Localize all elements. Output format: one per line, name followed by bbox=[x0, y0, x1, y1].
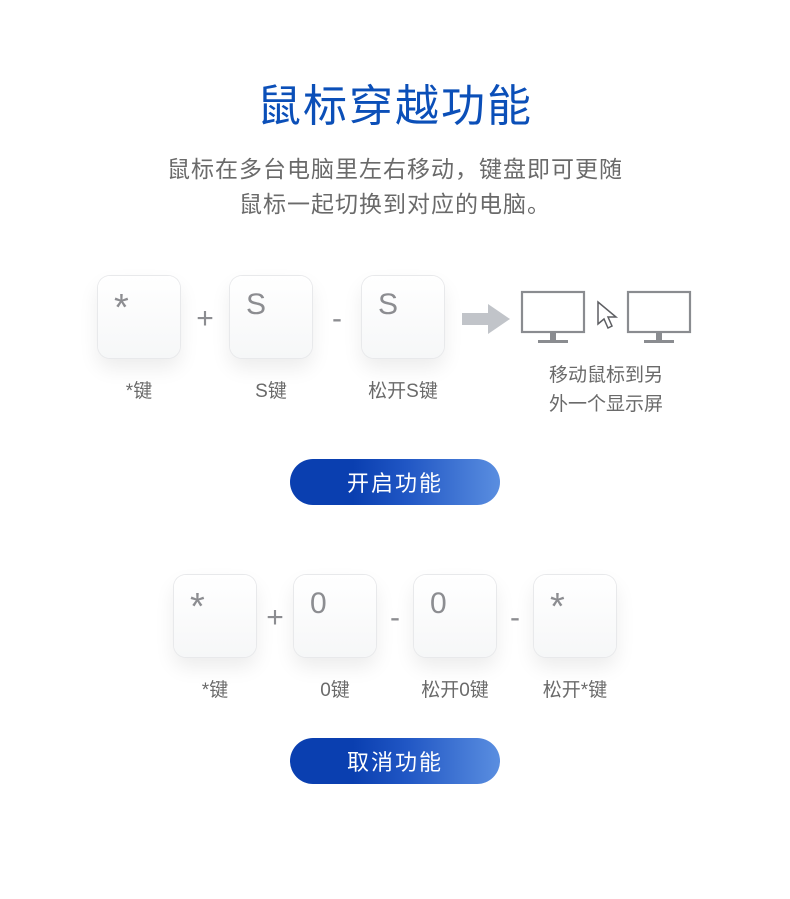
key-block-star-release: * 松开*键 bbox=[534, 575, 616, 702]
subtitle-line-1: 鼠标在多台电脑里左右移动，键盘即可更随 bbox=[167, 156, 623, 182]
keycap-s: S bbox=[362, 276, 444, 358]
key-label: 松开*键 bbox=[543, 675, 607, 702]
key-label: 松开S键 bbox=[368, 376, 438, 403]
subtitle-line-2: 鼠标一起切换到对应的电脑。 bbox=[239, 191, 551, 217]
key-label: *键 bbox=[126, 376, 152, 403]
key-block-s-release: S 松开S键 bbox=[362, 276, 444, 403]
keycap-star: * bbox=[98, 276, 180, 358]
monitors-block: 移动鼠标到另 外一个显示屏 bbox=[520, 276, 692, 419]
enable-pill: 开启功能 bbox=[290, 459, 500, 505]
operator-plus: + bbox=[180, 276, 230, 336]
key-label: 松开0键 bbox=[421, 675, 489, 702]
operator-minus: - bbox=[496, 575, 534, 635]
key-label: *键 bbox=[202, 675, 228, 702]
key-block-zero-release: 0 松开0键 bbox=[414, 575, 496, 702]
monitor-icon bbox=[520, 290, 586, 346]
key-glyph: 0 bbox=[430, 587, 447, 621]
cursor-icon bbox=[594, 300, 622, 334]
monitor-label-line-1: 移动鼠标到另 bbox=[549, 365, 663, 386]
page-subtitle: 鼠标在多台电脑里左右移动，键盘即可更随 鼠标一起切换到对应的电脑。 bbox=[0, 152, 790, 221]
enable-key-row: * *键 + S S键 - S 松开S键 bbox=[0, 276, 790, 419]
monitors-row bbox=[520, 276, 692, 346]
keycap-zero: 0 bbox=[294, 575, 376, 657]
key-glyph: * bbox=[550, 587, 565, 623]
operator-minus: - bbox=[376, 575, 414, 635]
keycap-star: * bbox=[174, 575, 256, 657]
key-block-star: * *键 bbox=[174, 575, 256, 702]
disable-section: * *键 + 0 0键 - 0 松开0键 - * 松开*键 取消功能 bbox=[0, 575, 790, 784]
key-glyph: S bbox=[246, 288, 266, 322]
key-block-s: S S键 bbox=[230, 276, 312, 403]
disable-pill: 取消功能 bbox=[290, 738, 500, 784]
page-title: 鼠标穿越功能 bbox=[0, 70, 790, 134]
key-glyph: * bbox=[114, 288, 129, 324]
key-glyph: * bbox=[190, 587, 205, 623]
operator-plus: + bbox=[256, 575, 294, 635]
operator-minus: - bbox=[312, 276, 362, 336]
disable-key-row: * *键 + 0 0键 - 0 松开0键 - * 松开*键 bbox=[0, 575, 790, 702]
key-label: 0键 bbox=[320, 675, 350, 702]
key-label: S键 bbox=[255, 376, 287, 403]
keycap-star: * bbox=[534, 575, 616, 657]
monitor-label-line-2: 外一个显示屏 bbox=[549, 394, 663, 415]
key-block-zero: 0 0键 bbox=[294, 575, 376, 702]
keycap-zero: 0 bbox=[414, 575, 496, 657]
arrow-icon bbox=[462, 276, 510, 339]
key-block-star: * *键 bbox=[98, 276, 180, 403]
key-glyph: 0 bbox=[310, 587, 327, 621]
enable-section: * *键 + S S键 - S 松开S键 bbox=[0, 276, 790, 505]
monitor-label: 移动鼠标到另 外一个显示屏 bbox=[549, 362, 663, 419]
monitor-icon bbox=[626, 290, 692, 346]
keycap-s: S bbox=[230, 276, 312, 358]
key-glyph: S bbox=[378, 288, 398, 322]
